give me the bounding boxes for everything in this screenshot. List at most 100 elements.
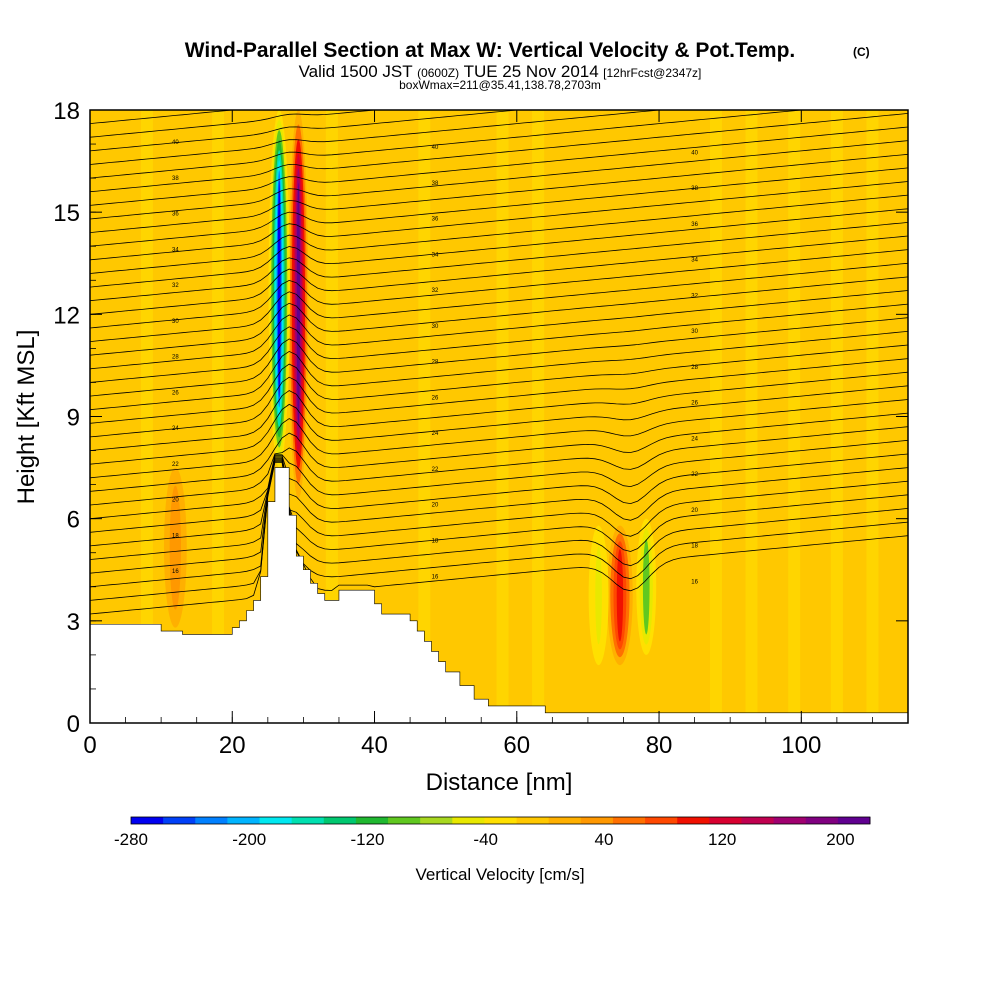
isentrope-label: 40 (691, 150, 698, 156)
isentrope-label: 30 (432, 324, 439, 330)
isentrope-label: 36 (691, 222, 698, 228)
colorbar-swatch (612, 817, 646, 824)
isentrope-label: 30 (691, 329, 698, 335)
isentrope-line (90, 167, 908, 247)
isentrope-label: 22 (172, 462, 179, 468)
colorbar-tick-label: -280 (114, 830, 148, 849)
velocity-contour (169, 485, 182, 610)
velocity-contour (595, 546, 602, 645)
velocity-core (607, 525, 633, 666)
colorbar-swatch (709, 817, 742, 824)
colorbar-swatch (773, 817, 807, 824)
background-band (830, 110, 843, 723)
colorbar-tick-label: -120 (350, 830, 384, 849)
isentrope-line (90, 453, 908, 533)
colorbar-swatch (163, 817, 196, 824)
colorbar-swatch (677, 817, 710, 824)
colorbar-swatch (388, 817, 421, 824)
isentrope-label: 28 (172, 355, 179, 361)
isentrope-label: 36 (432, 217, 439, 223)
y-tick-label: 6 (67, 507, 80, 534)
isentrope-label: 18 (691, 544, 698, 550)
colorbar-tick-label: 120 (708, 830, 736, 849)
subtitle-valid: Valid 1500 JST (299, 62, 413, 81)
colorbar-swatch (484, 817, 518, 824)
isentrope-label: 20 (432, 503, 439, 509)
colorbar-tick-label: -200 (232, 830, 266, 849)
isentrope-line (90, 456, 908, 547)
x-tick-label: 40 (361, 732, 388, 759)
colorbar-tick-label: 40 (594, 830, 613, 849)
isentrope-line (90, 194, 908, 274)
isentrope-label: 34 (172, 247, 179, 253)
isentrope-label: 18 (172, 533, 179, 539)
isentrope-label: 26 (691, 401, 698, 407)
isentrope-line (90, 458, 908, 574)
colorbar-swatch (131, 817, 164, 824)
colorbar-swatch (323, 817, 357, 824)
isentrope-line (90, 459, 908, 588)
isentrope-label: 40 (172, 140, 179, 146)
isentrope-label: 16 (691, 579, 698, 585)
isentrope-line (90, 153, 908, 233)
x-tick-label: 80 (646, 732, 673, 759)
y-tick-label: 12 (53, 302, 80, 329)
isentrope-label: 30 (172, 319, 179, 325)
velocity-contour (616, 549, 624, 642)
y-axis-label: Height [Kft MSL] (13, 330, 40, 505)
isentrope-line (90, 457, 908, 560)
x-tick-label: 20 (219, 732, 246, 759)
velocity-core (588, 525, 609, 666)
isentrope-line (90, 110, 664, 165)
subtitle-utc: (0600Z) (417, 66, 459, 80)
isentrope-label: 32 (432, 288, 439, 294)
background-band (788, 110, 801, 723)
isentrope-line (90, 276, 908, 356)
colorbar-swatch (227, 817, 261, 824)
velocity-core (268, 110, 290, 468)
colorbar-swatch (805, 817, 839, 824)
isentrope-line (90, 110, 806, 179)
colorbar-swatch (645, 817, 678, 824)
colorbar-swatch (548, 817, 582, 824)
isentrope-line (90, 140, 908, 220)
isentrope-label: 38 (432, 181, 439, 187)
isentrope-label: 20 (172, 498, 179, 504)
colorbar-swatch (259, 817, 293, 824)
plot-area: 40 40 40 38 38 38 36 36 36 34 34 34 32 32 32 30 30 30 28 28… (90, 110, 908, 723)
background-band (496, 110, 509, 723)
isentrope-label: 24 (172, 426, 179, 432)
isentrope-label: 34 (432, 252, 439, 258)
isentrope-line (90, 358, 908, 438)
colorbar-tick-label: 200 (826, 830, 854, 849)
colorbar-swatch (580, 817, 614, 824)
colorbar-swatch (355, 817, 389, 824)
isentrope-line (90, 303, 908, 383)
isentrope-label: 40 (432, 145, 439, 151)
y-tick-label: 18 (53, 98, 80, 125)
colorbar-tick-label: -40 (473, 830, 498, 849)
isentrope-label: 26 (432, 395, 439, 401)
isentrope-label: 38 (691, 186, 698, 192)
colorbar: -280 -200 -120 -40 40 120 200 (114, 816, 871, 849)
y-tick-label: 3 (67, 609, 80, 636)
subtitle-date: TUE 25 Nov 2014 (464, 62, 599, 81)
chart-title: Wind-Parallel Section at Max W: Vertical… (185, 39, 796, 62)
colorbar-swatch (291, 817, 325, 824)
isentrope-label: 16 (172, 569, 179, 575)
isentrope-line (90, 222, 908, 302)
isentrope-label: 16 (432, 574, 439, 580)
colorbar-swatch (837, 817, 871, 824)
isentrope-line (90, 344, 908, 424)
isentrope-label: 24 (691, 436, 698, 442)
chart-subtitle: Valid 1500 JST (0600Z) TUE 25 Nov 2014 [… (299, 62, 702, 81)
background-band (532, 110, 545, 723)
velocity-contour (642, 539, 650, 635)
background-band (140, 110, 153, 723)
colorbar-label: Vertical Velocity [cm/s] (415, 865, 584, 884)
isentrope-line (90, 385, 908, 465)
isentrope-line (90, 426, 908, 506)
isentrope-line (90, 126, 908, 206)
isentrope-label: 32 (172, 283, 179, 289)
